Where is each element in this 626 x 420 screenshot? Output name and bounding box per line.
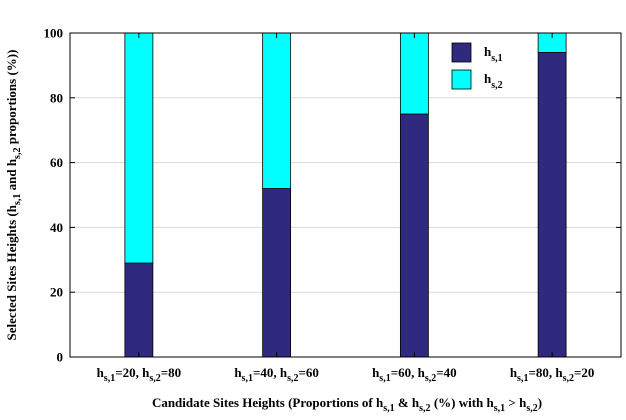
x-axis-label: Candidate Sites Heights (Proportions of … (152, 395, 542, 414)
bar-segment-hs1 (124, 262, 154, 358)
y-tick-label: 0 (57, 350, 64, 365)
y-ticks: 0 20 40 60 80 100 (44, 26, 621, 365)
y-tick-label: 40 (50, 220, 63, 235)
grid-lines (70, 97, 621, 293)
y-tick-label: 20 (50, 285, 63, 300)
legend-swatch-hs2 (451, 69, 472, 90)
y-tick-label: 100 (44, 26, 64, 41)
bar-segment-hs1 (262, 188, 292, 358)
legend: hs,1 hs,2 (451, 42, 503, 91)
plot-frame (69, 32, 622, 358)
legend-label-hs2: hs,2 (484, 71, 503, 91)
x-ticks: hs,1=20, hs,2=80 hs,1=40, hs,2=60 hs,1=60,… (97, 33, 595, 384)
x-tick-label: hs,1=40, hs,2=60 (234, 365, 319, 384)
legend-label-hs1: hs,1 (484, 44, 503, 64)
bar-segment-hs2 (124, 32, 154, 264)
legend-swatch-hs1 (451, 42, 472, 63)
bar-segment-hs2 (262, 32, 292, 189)
x-tick-label: hs,1=60, hs,2=40 (372, 365, 457, 384)
x-tick-label: hs,1=20, hs,2=80 (97, 365, 182, 384)
bar-segment-hs2 (399, 32, 429, 115)
bars (124, 32, 567, 358)
bar-segment-hs1 (537, 52, 567, 358)
y-tick-label: 80 (50, 90, 63, 105)
x-tick-label: hs,1=80, hs,2=20 (510, 365, 595, 384)
bar-segment-hs1 (399, 113, 429, 358)
y-axis-label: Selected Sites Heights (hs,1 and hs,2 pr… (4, 50, 23, 341)
y-tick-label: 60 (50, 155, 63, 170)
